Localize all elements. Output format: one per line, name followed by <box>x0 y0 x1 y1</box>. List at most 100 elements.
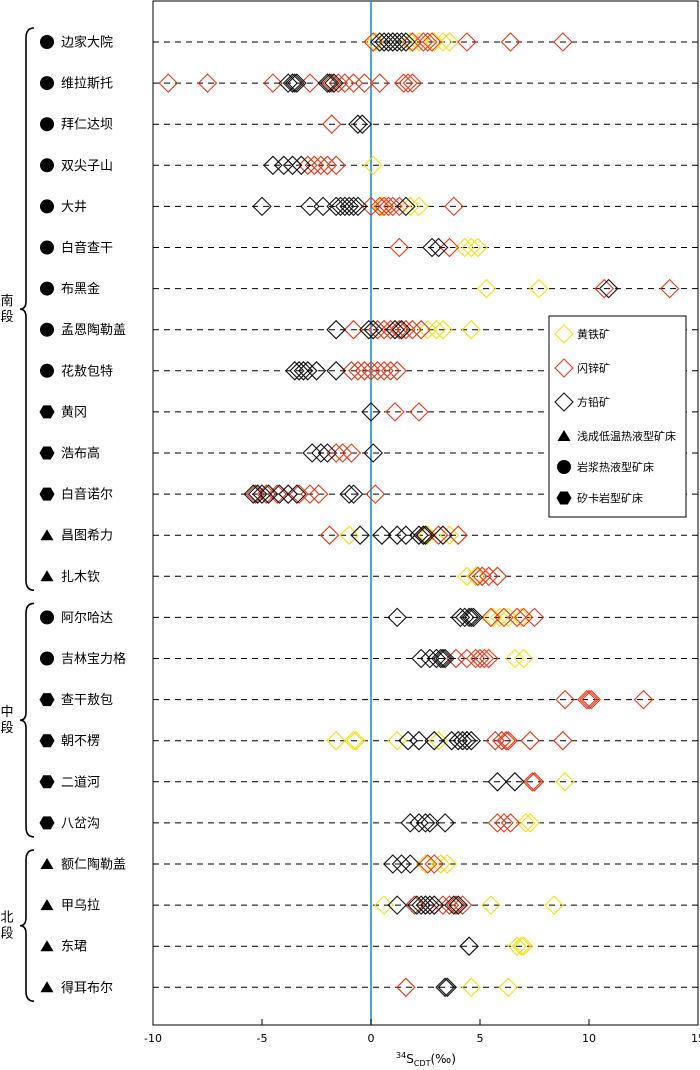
gn-point <box>278 484 298 504</box>
sp-point <box>457 32 477 52</box>
deposit-type-symbol <box>40 76 54 91</box>
deposit-type-symbol <box>39 775 55 789</box>
legend-sp-label: 闪锌矿 <box>577 361 610 375</box>
gn-point <box>400 854 421 874</box>
sp-point <box>496 730 516 751</box>
gn-point <box>387 32 407 52</box>
py-point <box>363 155 383 176</box>
gn-point <box>415 895 436 915</box>
sp-point <box>470 648 490 669</box>
deposit-row-points <box>374 895 564 915</box>
deposit-name: 浩布高 <box>61 446 100 462</box>
sp-point <box>374 196 394 217</box>
deposit-name: 二道河 <box>61 775 100 790</box>
deposit-name: 拜仁达坝 <box>61 118 113 133</box>
gn-point <box>363 443 383 463</box>
deposit-type-symbol <box>40 651 54 666</box>
sp-point <box>579 689 599 710</box>
gn-point <box>430 648 451 669</box>
deposit-row-points <box>361 402 429 422</box>
sp-point <box>383 196 403 217</box>
gn-point <box>435 648 455 669</box>
py-point <box>409 196 429 217</box>
gn-point <box>452 730 473 751</box>
sp-point <box>409 402 429 422</box>
py-point <box>437 854 458 874</box>
gn-point <box>437 977 458 998</box>
plot-frame <box>152 0 699 1026</box>
gn-point <box>459 607 479 628</box>
py-point <box>498 977 519 998</box>
deposit-name: 八岔沟 <box>61 816 100 831</box>
gn-point <box>348 114 368 134</box>
gn-point <box>428 237 449 258</box>
gn-point <box>463 607 484 628</box>
deposit-row-points <box>326 730 573 751</box>
py-point <box>507 936 527 956</box>
sp-point <box>256 484 277 504</box>
gn-point <box>335 196 355 217</box>
py-point <box>454 237 475 258</box>
gn-point <box>454 607 475 628</box>
sp-point <box>326 443 346 463</box>
gn-point <box>420 813 440 833</box>
deposit-name: 边家大院 <box>61 35 113 51</box>
sp-point <box>402 319 423 340</box>
gn-point <box>343 484 364 504</box>
legend-circle-symbol <box>557 460 571 474</box>
sp-point <box>308 484 329 504</box>
deposit-type-symbol <box>39 487 55 501</box>
py-point <box>498 607 519 628</box>
sp-point <box>361 361 381 381</box>
sp-point <box>481 607 501 628</box>
deposit-name: 甲乌拉 <box>61 898 100 914</box>
deposit-type-symbol <box>40 322 54 337</box>
deposit-type-symbol <box>39 816 55 830</box>
sp-point <box>321 114 342 134</box>
x-tick-label: 0 <box>368 1032 375 1045</box>
py-point <box>511 607 532 628</box>
x-axis-label: 34SCDT(‰) <box>396 1051 456 1068</box>
sp-point <box>393 73 414 93</box>
deposit-name: 维拉斯托 <box>61 77 113 92</box>
deposit-type-symbol <box>40 199 54 214</box>
sp-point <box>478 648 499 669</box>
gn-point <box>282 73 303 93</box>
gn-point <box>372 525 392 545</box>
py-point <box>513 936 534 956</box>
data-points <box>158 32 680 998</box>
gn-point <box>293 361 314 381</box>
x-tick-label: -10 <box>144 1032 162 1045</box>
gn-point <box>300 196 320 217</box>
sp-point <box>553 32 573 52</box>
deposit-labels: 边家大院维拉斯托拜仁达坝双尖子山大井白音查干布黑金孟恩陶勒盖花敖包特黄冈浩布高白… <box>39 35 126 996</box>
sp-point <box>321 73 342 93</box>
gn-point <box>352 114 373 134</box>
gn-point <box>339 484 359 504</box>
legend-triangle-symbol <box>557 430 571 441</box>
sp-point <box>289 484 309 504</box>
gn-point <box>391 854 412 874</box>
sp-point <box>659 278 680 299</box>
gn-point <box>448 730 468 751</box>
gn-point <box>448 895 468 915</box>
gn-point <box>415 813 436 833</box>
deposit-type-symbol <box>40 610 54 625</box>
gn-point <box>433 525 453 545</box>
section-bracket <box>19 849 35 1003</box>
gn-point <box>348 196 368 217</box>
py-point <box>468 237 488 258</box>
x-axis-label-sup: 34 <box>396 1051 406 1060</box>
sp-point <box>245 484 266 504</box>
sp-point <box>411 319 431 340</box>
gn-point <box>441 730 462 751</box>
deposit-row-points <box>383 854 458 874</box>
deposit-type-symbol <box>40 281 54 296</box>
legend-hexagon-symbol <box>556 491 572 505</box>
sp-point <box>524 607 545 628</box>
sp-point <box>452 895 473 915</box>
deposit-name: 朝不楞 <box>61 734 100 749</box>
sp-point <box>341 443 362 463</box>
gn-point <box>284 73 305 93</box>
